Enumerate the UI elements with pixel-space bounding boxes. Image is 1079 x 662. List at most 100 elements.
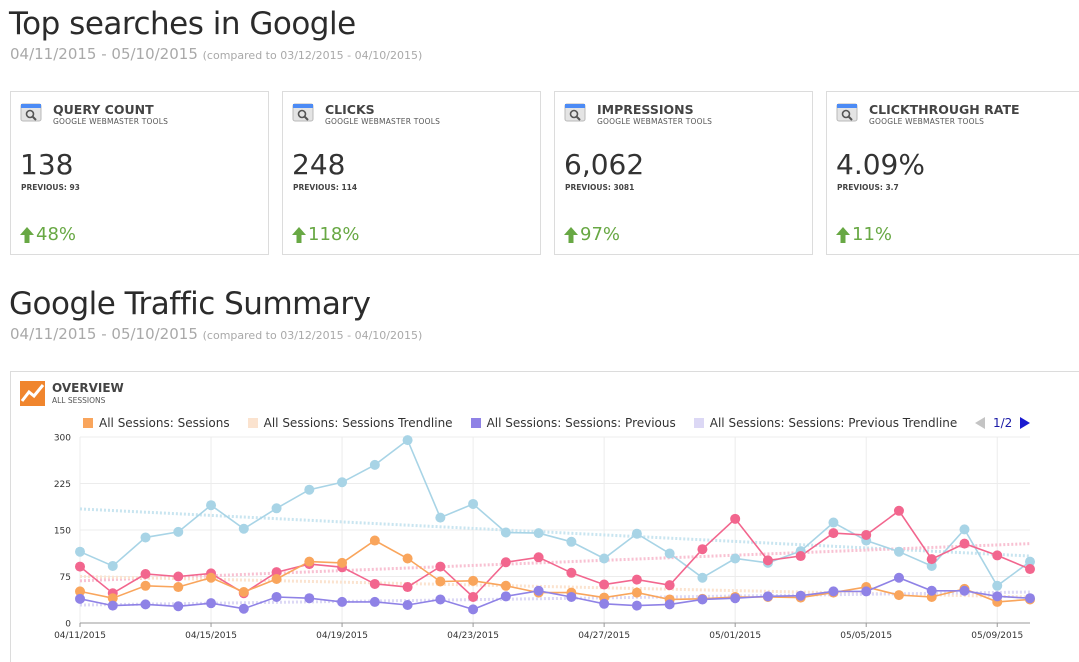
y-tick-label: 75 <box>60 573 71 583</box>
data-point <box>468 575 479 586</box>
legend-swatch-previous-trendline <box>693 418 704 428</box>
data-point <box>992 591 1003 602</box>
data-point <box>140 599 151 610</box>
metric-title: CLICKTHROUGH RATE <box>869 102 1020 117</box>
data-point <box>206 500 217 511</box>
data-point <box>533 585 544 596</box>
data-point <box>828 517 839 528</box>
data-point <box>173 571 184 582</box>
legend-item-previous-trendline[interactable]: All Sessions: Sessions: Previous Trendli… <box>693 416 958 430</box>
date-range-text: 04/11/2015 - 05/10/2015 <box>10 45 198 63</box>
data-point <box>435 561 446 572</box>
data-point <box>631 528 642 539</box>
data-point <box>500 527 511 538</box>
metric-source: GOOGLE WEBMASTER TOOLS <box>869 117 985 126</box>
data-point <box>500 580 511 591</box>
data-point <box>140 569 151 580</box>
data-point <box>369 459 380 470</box>
legend-pager: 1/2 <box>975 416 1031 430</box>
pager-label: 1/2 <box>993 416 1013 430</box>
metric-change: 11% <box>836 224 892 245</box>
trendline <box>79 542 1031 583</box>
x-tick-label: 05/09/2015 <box>971 631 1023 641</box>
webmaster-tools-icon <box>292 103 314 122</box>
data-point <box>369 596 380 607</box>
data-point <box>206 572 217 583</box>
legend-item-sessions[interactable]: All Sessions: Sessions <box>83 416 230 430</box>
legend-item-sessions-trendline[interactable]: All Sessions: Sessions Trendline <box>247 416 453 430</box>
metric-change-value: 97% <box>580 224 621 245</box>
data-point <box>959 585 970 596</box>
analytics-icon <box>20 381 45 406</box>
data-point <box>75 586 85 597</box>
data-point <box>697 594 708 605</box>
data-point <box>828 586 839 597</box>
data-point <box>206 598 217 609</box>
data-point <box>304 484 315 495</box>
data-point <box>992 550 1003 561</box>
data-point <box>926 585 937 596</box>
data-point <box>500 557 511 568</box>
date-range: 04/11/2015 - 05/10/2015 (compared to 03/… <box>10 45 422 63</box>
data-point <box>730 513 741 524</box>
data-point <box>664 599 675 610</box>
series-line <box>79 576 1031 611</box>
data-point <box>566 536 577 547</box>
metric-value: 138 <box>20 148 74 181</box>
metric-change: 97% <box>564 224 620 245</box>
compared-range: (compared to 03/12/2015 - 04/10/2015) <box>202 49 423 62</box>
data-point <box>304 593 315 604</box>
metric-title: CLICKS <box>325 102 375 117</box>
data-point <box>861 529 872 540</box>
legend-label-previous: All Sessions: Sessions: Previous <box>486 416 676 430</box>
metric-previous: PREVIOUS: 93 <box>21 183 80 192</box>
pager-next-icon[interactable] <box>1020 417 1031 429</box>
pager-prev-icon[interactable] <box>975 417 985 429</box>
data-point <box>435 594 446 605</box>
data-point <box>893 572 904 583</box>
y-tick-label: 300 <box>54 434 71 444</box>
data-point <box>75 593 85 604</box>
data-point <box>107 560 118 571</box>
data-point <box>140 532 151 543</box>
data-point <box>533 552 544 563</box>
data-point <box>75 546 85 557</box>
arrow-up-icon <box>292 226 306 243</box>
arrow-up-icon <box>20 226 34 243</box>
data-point <box>369 535 380 546</box>
data-point <box>861 586 872 597</box>
y-tick-label: 225 <box>54 480 71 490</box>
metric-change: 48% <box>20 224 76 245</box>
metric-previous: PREVIOUS: 3.7 <box>837 183 899 192</box>
data-point <box>369 578 380 589</box>
arrow-up-icon <box>564 226 578 243</box>
legend-label-previous-trendline: All Sessions: Sessions: Previous Trendli… <box>709 416 958 430</box>
data-point <box>402 582 413 593</box>
metric-card: IMPRESSIONS GOOGLE WEBMASTER TOOLS 6,062 PR… <box>554 91 813 255</box>
data-point <box>140 580 151 591</box>
legend-item-previous[interactable]: All Sessions: Sessions: Previous <box>470 416 676 430</box>
metric-value: 4.09% <box>836 148 925 181</box>
metric-source: GOOGLE WEBMASTER TOOLS <box>597 117 713 126</box>
metric-title: QUERY COUNT <box>53 102 154 117</box>
data-point <box>238 587 249 597</box>
data-point <box>75 561 85 572</box>
data-point <box>795 551 806 562</box>
traffic-date-range: 04/11/2015 - 05/10/2015 (compared to 03/… <box>10 325 422 343</box>
metric-change: 118% <box>292 224 359 245</box>
arrow-up-icon <box>836 226 850 243</box>
data-point <box>1025 556 1035 567</box>
x-tick-label: 04/27/2015 <box>578 631 630 641</box>
data-point <box>271 591 282 602</box>
metric-source: GOOGLE WEBMASTER TOOLS <box>325 117 441 126</box>
metric-change-value: 48% <box>36 224 77 245</box>
data-point <box>893 546 904 557</box>
data-point <box>1025 593 1035 604</box>
data-point <box>599 553 610 564</box>
data-point <box>664 580 675 591</box>
x-tick-label: 04/19/2015 <box>316 631 368 641</box>
legend-swatch-sessions-trendline <box>247 418 258 428</box>
data-point <box>173 526 184 537</box>
metric-card: CLICKS GOOGLE WEBMASTER TOOLS 248 PREVIOUS:… <box>282 91 541 255</box>
webmaster-tools-icon <box>564 103 586 122</box>
